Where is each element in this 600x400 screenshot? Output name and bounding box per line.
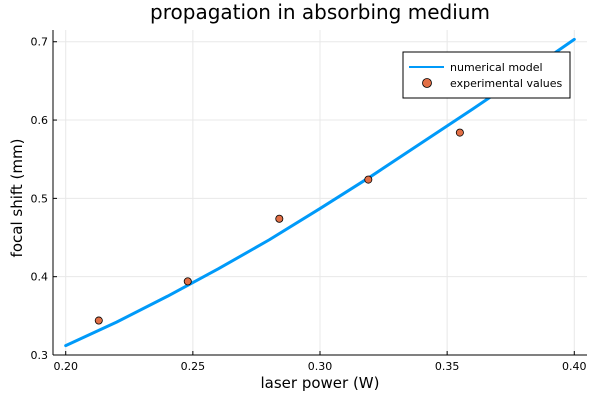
y-tick-label: 0.3 <box>31 349 49 362</box>
x-tick-label: 0.40 <box>562 360 587 373</box>
x-tick-label: 0.25 <box>181 360 206 373</box>
y-tick-label: 0.5 <box>31 192 49 205</box>
data-point-experimental <box>364 175 373 184</box>
data-point-experimental <box>275 214 284 223</box>
legend: numerical model experimental values <box>402 51 571 99</box>
x-tick-label: 0.35 <box>435 360 460 373</box>
data-point-experimental <box>183 277 192 286</box>
x-axis-label: laser power (W) <box>260 374 379 392</box>
y-axis-label: focal shift (mm) <box>8 139 26 258</box>
data-point-experimental <box>94 316 103 325</box>
y-tick-label: 0.6 <box>31 114 49 127</box>
ticks: 0.20 0.25 0.30 0.35 0.40 0.3 0.4 0.5 0.6 0.7 <box>31 36 587 373</box>
x-tick-label: 0.30 <box>308 360 333 373</box>
x-tick-label: 0.20 <box>53 360 78 373</box>
legend-box <box>402 51 571 99</box>
legend-marker-swatch <box>422 78 432 88</box>
data-point-experimental <box>455 128 464 137</box>
y-tick-label: 0.4 <box>31 271 49 284</box>
chart-title: propagation in absorbing medium <box>150 0 490 24</box>
legend-label-numerical-model: numerical model <box>450 61 543 74</box>
legend-label-experimental-values: experimental values <box>450 77 563 90</box>
y-tick-label: 0.7 <box>31 36 49 49</box>
